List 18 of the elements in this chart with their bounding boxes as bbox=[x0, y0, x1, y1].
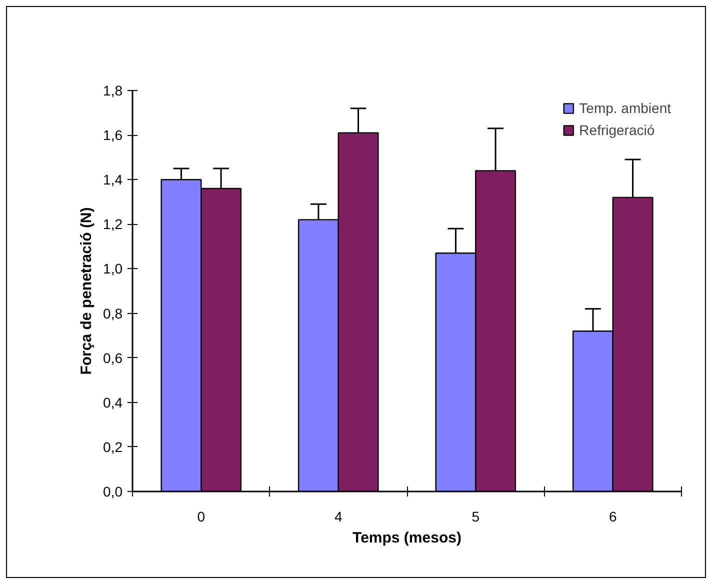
y-tick-label: 0,8 bbox=[103, 305, 123, 322]
y-tick-label: 1,4 bbox=[103, 172, 123, 188]
y-tick-label: 1,2 bbox=[103, 216, 123, 232]
legend-label: Temp. ambient bbox=[579, 100, 671, 116]
y-axis-title: Força de penetració (N) bbox=[78, 207, 96, 375]
y-tick-label: 1,6 bbox=[103, 127, 123, 144]
x-tick-label: 4 bbox=[334, 508, 342, 524]
y-tick-label: 0,6 bbox=[103, 350, 123, 366]
y-tick-label: 0,4 bbox=[103, 394, 123, 410]
x-tick-label: 0 bbox=[197, 508, 206, 524]
legend-label: Refrigeració bbox=[579, 122, 655, 138]
x-axis-title: Temps (mesos) bbox=[352, 530, 462, 546]
x-tick-label: 5 bbox=[472, 508, 480, 524]
y-tick-label: 1,8 bbox=[103, 82, 123, 98]
y-tick-label: 0,0 bbox=[103, 484, 123, 500]
y-tick-label: 1,0 bbox=[103, 260, 123, 277]
x-tick-label: 6 bbox=[608, 508, 617, 524]
y-tick-label: 0,2 bbox=[103, 438, 123, 455]
